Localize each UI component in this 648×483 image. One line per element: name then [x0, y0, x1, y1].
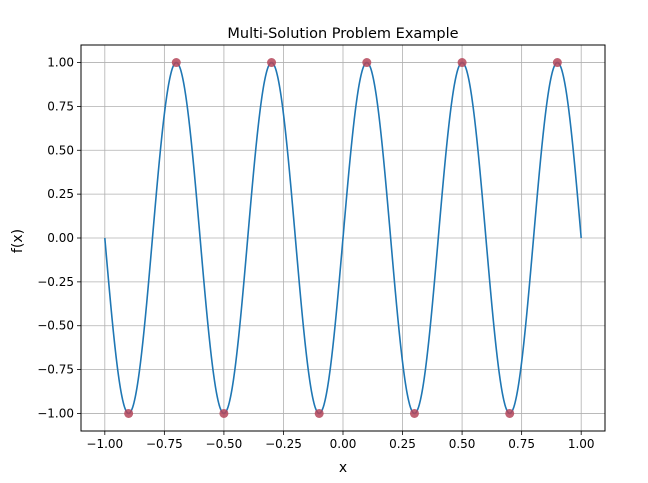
- x-tick-label: 0.50: [449, 437, 476, 451]
- extremum-point: [362, 58, 372, 68]
- series-line: [104, 61, 582, 415]
- x-tick-label: 0.00: [330, 437, 357, 451]
- y-axis-label: f(x): [10, 229, 26, 253]
- x-axis-label: x: [339, 460, 347, 476]
- extremum-point: [267, 58, 277, 68]
- y-tick-label: 0.25: [47, 187, 74, 201]
- y-tick-label: 0.00: [47, 231, 74, 245]
- y-tick-label: 0.50: [47, 143, 74, 157]
- y-tick-label: −0.50: [37, 319, 74, 333]
- chart-title: Multi-Solution Problem Example: [227, 26, 458, 42]
- x-tick-label: −0.50: [206, 437, 243, 451]
- extremum-point: [314, 408, 324, 418]
- x-tick-label: 0.25: [389, 437, 416, 451]
- ticks-layer: −1.00 −0.75 −0.50 −0.25 0.00 0.25 0.50 0.75 1.00…: [37, 56, 594, 451]
- curve-layer: [104, 61, 582, 415]
- x-tick-label: 0.75: [508, 437, 535, 451]
- extremum-point: [171, 58, 181, 68]
- x-tick-label: 1.00: [568, 437, 595, 451]
- y-tick-label: 1.00: [47, 56, 74, 70]
- extremum-point: [409, 408, 419, 418]
- x-tick-label: −1.00: [86, 437, 123, 451]
- points-layer: [124, 58, 562, 418]
- y-tick-label: −0.75: [37, 363, 74, 377]
- extremum-point: [124, 408, 134, 418]
- y-tick-label: −0.25: [37, 275, 74, 289]
- extremum-point: [457, 58, 467, 68]
- y-tick-label: 0.75: [47, 99, 74, 113]
- extremum-point: [552, 58, 562, 68]
- extremum-point: [505, 408, 515, 418]
- x-tick-label: −0.75: [146, 437, 183, 451]
- y-tick-label: −1.00: [37, 406, 74, 420]
- x-tick-label: −0.25: [265, 437, 302, 451]
- extremum-point: [219, 408, 229, 418]
